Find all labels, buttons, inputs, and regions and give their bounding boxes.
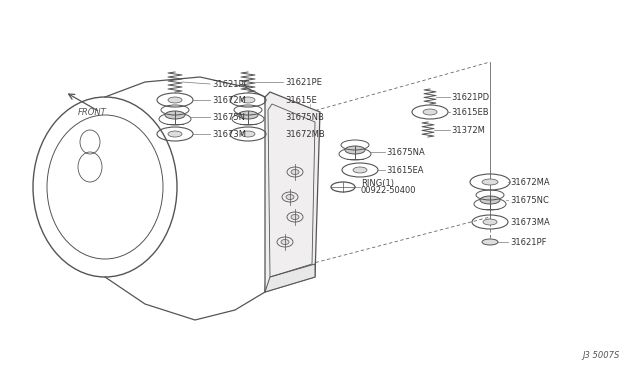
- Text: FRONT: FRONT: [78, 108, 107, 117]
- Ellipse shape: [238, 111, 258, 119]
- Ellipse shape: [241, 97, 255, 103]
- Text: 31675NA: 31675NA: [386, 148, 425, 157]
- Ellipse shape: [482, 179, 498, 185]
- Ellipse shape: [291, 215, 299, 219]
- Text: 31621PD: 31621PD: [451, 93, 489, 102]
- Ellipse shape: [168, 97, 182, 103]
- Text: 31672MB: 31672MB: [285, 129, 324, 138]
- Text: J3 5007S: J3 5007S: [582, 351, 620, 360]
- Text: 31673M: 31673M: [212, 129, 246, 138]
- Ellipse shape: [286, 195, 294, 199]
- Text: 31621PE: 31621PE: [285, 77, 322, 87]
- Ellipse shape: [241, 131, 255, 137]
- Text: 31621PC: 31621PC: [212, 80, 250, 89]
- Text: 31372M: 31372M: [451, 125, 485, 135]
- Text: 31675N: 31675N: [212, 112, 245, 122]
- Ellipse shape: [480, 196, 500, 204]
- Text: 31675NB: 31675NB: [285, 112, 324, 122]
- Text: 31672MA: 31672MA: [510, 177, 550, 186]
- Text: 31615EA: 31615EA: [386, 166, 424, 174]
- Ellipse shape: [281, 240, 289, 244]
- Polygon shape: [265, 92, 320, 292]
- Text: RING(1): RING(1): [361, 179, 394, 187]
- Ellipse shape: [165, 111, 185, 119]
- Ellipse shape: [353, 167, 367, 173]
- Text: 31673MA: 31673MA: [510, 218, 550, 227]
- Text: 31675NC: 31675NC: [510, 196, 549, 205]
- Ellipse shape: [482, 239, 498, 245]
- Ellipse shape: [423, 109, 437, 115]
- Text: 31615EB: 31615EB: [451, 108, 488, 116]
- Polygon shape: [265, 264, 315, 292]
- Ellipse shape: [291, 170, 299, 174]
- Text: 31615E: 31615E: [285, 96, 317, 105]
- Text: 31672M: 31672M: [212, 96, 246, 105]
- Ellipse shape: [483, 219, 497, 225]
- Ellipse shape: [168, 131, 182, 137]
- Text: 31621PF: 31621PF: [510, 237, 547, 247]
- Text: 00922-50400: 00922-50400: [361, 186, 417, 195]
- Ellipse shape: [345, 146, 365, 154]
